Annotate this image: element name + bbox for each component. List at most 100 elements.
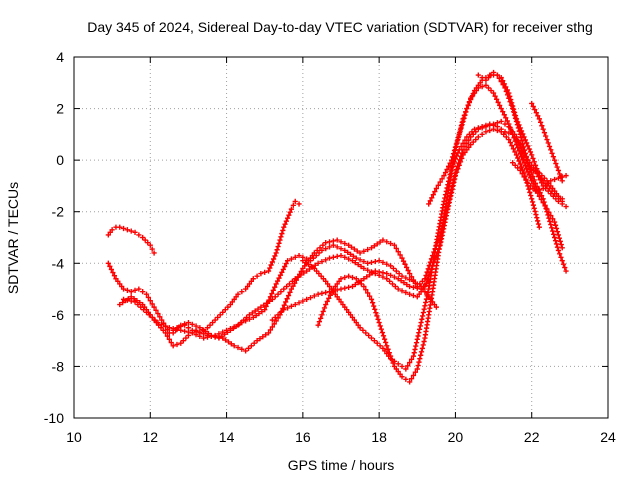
interpolated-points (223, 337, 234, 347)
interpolated-points (512, 162, 521, 171)
interpolated-points (536, 187, 542, 193)
data-point (220, 335, 226, 341)
interpolated-points (501, 131, 509, 140)
data-point (399, 255, 405, 261)
data-point (479, 124, 485, 130)
data-point (376, 258, 382, 264)
data-point (300, 258, 306, 264)
interpolated-points (399, 363, 405, 370)
data-point (552, 191, 558, 197)
data-point (384, 271, 390, 277)
data-point (281, 224, 287, 230)
data-point (544, 136, 550, 143)
interpolated-points (430, 243, 443, 291)
data-point (384, 343, 390, 349)
interpolated-points (479, 75, 485, 81)
data-point (296, 201, 302, 207)
interpolated-points (370, 300, 381, 322)
interpolated-points (267, 315, 281, 333)
data-point (387, 263, 394, 269)
data-point (285, 258, 291, 264)
data-point (563, 203, 569, 210)
data-point (315, 260, 321, 266)
interpolated-points (332, 278, 342, 290)
data-point (155, 319, 161, 326)
data-point (490, 90, 497, 96)
interpolated-points (479, 131, 485, 137)
data-series (105, 69, 569, 385)
data-point (361, 265, 367, 272)
interpolated-points (349, 274, 356, 281)
data-point (464, 134, 470, 140)
x-tick-label: 12 (142, 429, 158, 445)
data-point (265, 268, 272, 274)
data-point (204, 325, 211, 331)
interpolated-points (215, 312, 223, 321)
data-point (559, 196, 565, 202)
data-point (548, 222, 554, 228)
interpolated-points (345, 249, 356, 259)
interpolated-points (380, 259, 390, 267)
data-point (407, 271, 413, 277)
data-point (311, 250, 317, 256)
interpolated-points (507, 93, 519, 119)
data-point (399, 273, 405, 279)
interpolated-points (253, 309, 265, 319)
interpolated-points (538, 175, 548, 186)
interpolated-points (421, 281, 429, 290)
data-point (132, 229, 138, 235)
interpolated-points (470, 136, 479, 145)
x-tick-label: 20 (448, 429, 464, 445)
interpolated-points (107, 263, 118, 279)
interpolated-points (159, 321, 169, 329)
interpolated-points (453, 150, 465, 173)
interpolated-points (149, 246, 155, 252)
plot-frame (73, 56, 609, 419)
interpolated-points (507, 124, 518, 144)
data-point (109, 227, 115, 233)
data-point (407, 283, 413, 290)
data-point (513, 152, 520, 158)
data-point (468, 142, 474, 148)
data-point (525, 160, 531, 166)
interpolated-points (296, 298, 306, 306)
data-point (483, 129, 489, 135)
interpolated-points (390, 265, 402, 277)
interpolated-points (530, 155, 541, 175)
interpolated-points (363, 287, 373, 299)
interpolated-points (543, 180, 551, 189)
data-point (513, 142, 520, 148)
interpolated-points (334, 244, 344, 252)
data-point (136, 286, 142, 292)
interpolated-points (522, 137, 534, 155)
data-point (117, 224, 123, 230)
interpolated-points (507, 140, 518, 155)
interpolated-points (330, 253, 340, 260)
interpolated-points (288, 254, 298, 262)
interpolated-points (182, 321, 188, 327)
data-point (178, 340, 184, 346)
data-point (361, 276, 367, 282)
interpolated-points (290, 202, 296, 208)
data-point (433, 185, 439, 192)
interpolated-points (515, 119, 526, 137)
y-tick-label: -10 (44, 410, 64, 426)
interpolated-points (197, 329, 207, 337)
data-point (407, 379, 413, 385)
data-point (368, 245, 375, 251)
interpolated-points (164, 333, 174, 346)
interpolated-points (410, 284, 420, 291)
interpolated-points (485, 85, 494, 94)
data-point (281, 286, 287, 292)
interpolated-points (145, 294, 155, 307)
data-point (540, 185, 546, 192)
series-track-1 (105, 224, 157, 256)
interpolated-points (115, 278, 125, 290)
interpolated-points (408, 369, 418, 382)
y-tick-label: 2 (56, 101, 64, 117)
interpolated-points (200, 327, 212, 337)
interpolated-points (274, 227, 286, 253)
interpolated-points (342, 254, 352, 262)
data-point (433, 304, 439, 310)
interpolated-points (410, 292, 417, 299)
